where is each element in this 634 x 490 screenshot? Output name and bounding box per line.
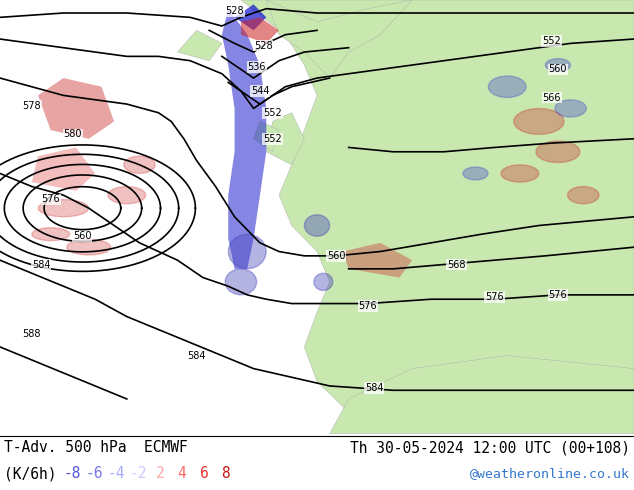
Polygon shape <box>330 356 634 434</box>
Text: 536: 536 <box>247 62 266 72</box>
Polygon shape <box>545 59 571 72</box>
Polygon shape <box>567 187 599 204</box>
Polygon shape <box>314 273 333 291</box>
Polygon shape <box>254 122 279 152</box>
Text: 578: 578 <box>22 101 41 111</box>
Text: 2: 2 <box>155 466 164 481</box>
Text: 576: 576 <box>358 301 377 311</box>
Text: -8: -8 <box>63 466 81 481</box>
Text: Th 30-05-2024 12:00 UTC (00+108): Th 30-05-2024 12:00 UTC (00+108) <box>350 440 630 455</box>
Text: 528: 528 <box>225 6 244 16</box>
Polygon shape <box>514 108 564 134</box>
Polygon shape <box>228 234 266 269</box>
Text: 552: 552 <box>542 36 561 46</box>
Polygon shape <box>32 147 95 191</box>
Text: 6: 6 <box>200 466 209 481</box>
Polygon shape <box>304 215 330 236</box>
Polygon shape <box>241 0 634 412</box>
Polygon shape <box>222 9 266 269</box>
Text: 568: 568 <box>447 260 466 270</box>
Text: 584: 584 <box>187 350 206 361</box>
Polygon shape <box>39 199 89 217</box>
Text: 552: 552 <box>263 108 282 118</box>
Text: 544: 544 <box>250 86 269 96</box>
Text: 8: 8 <box>222 466 230 481</box>
Text: 566: 566 <box>542 93 561 102</box>
Polygon shape <box>555 100 586 117</box>
Text: 560: 560 <box>73 231 92 242</box>
Text: 560: 560 <box>548 64 567 74</box>
Text: 584: 584 <box>32 260 51 270</box>
Polygon shape <box>501 165 539 182</box>
Polygon shape <box>266 0 412 78</box>
Polygon shape <box>463 167 488 180</box>
Text: -2: -2 <box>129 466 146 481</box>
Polygon shape <box>225 269 257 295</box>
Text: 560: 560 <box>327 251 346 261</box>
Polygon shape <box>67 240 111 255</box>
Text: T-Adv. 500 hPa  ECMWF: T-Adv. 500 hPa ECMWF <box>4 440 188 455</box>
Text: 576: 576 <box>41 195 60 204</box>
Text: @weatheronline.co.uk: @weatheronline.co.uk <box>470 467 630 480</box>
Text: 576: 576 <box>548 290 567 300</box>
Text: 4: 4 <box>178 466 186 481</box>
Polygon shape <box>488 76 526 98</box>
Text: (K/6h): (K/6h) <box>4 466 56 481</box>
Polygon shape <box>124 156 155 173</box>
Text: -4: -4 <box>107 466 125 481</box>
Text: 576: 576 <box>485 292 504 302</box>
Polygon shape <box>108 187 146 204</box>
Text: -6: -6 <box>85 466 103 481</box>
Polygon shape <box>178 30 222 61</box>
Polygon shape <box>536 141 580 163</box>
Text: 580: 580 <box>63 129 82 140</box>
Text: 552: 552 <box>263 134 282 144</box>
Text: 588: 588 <box>22 329 41 339</box>
Polygon shape <box>32 228 70 241</box>
Text: 528: 528 <box>254 41 273 50</box>
Polygon shape <box>235 4 266 30</box>
Polygon shape <box>241 17 279 44</box>
Polygon shape <box>38 78 114 139</box>
Polygon shape <box>266 113 304 165</box>
Polygon shape <box>342 243 412 277</box>
Text: 584: 584 <box>365 383 384 393</box>
